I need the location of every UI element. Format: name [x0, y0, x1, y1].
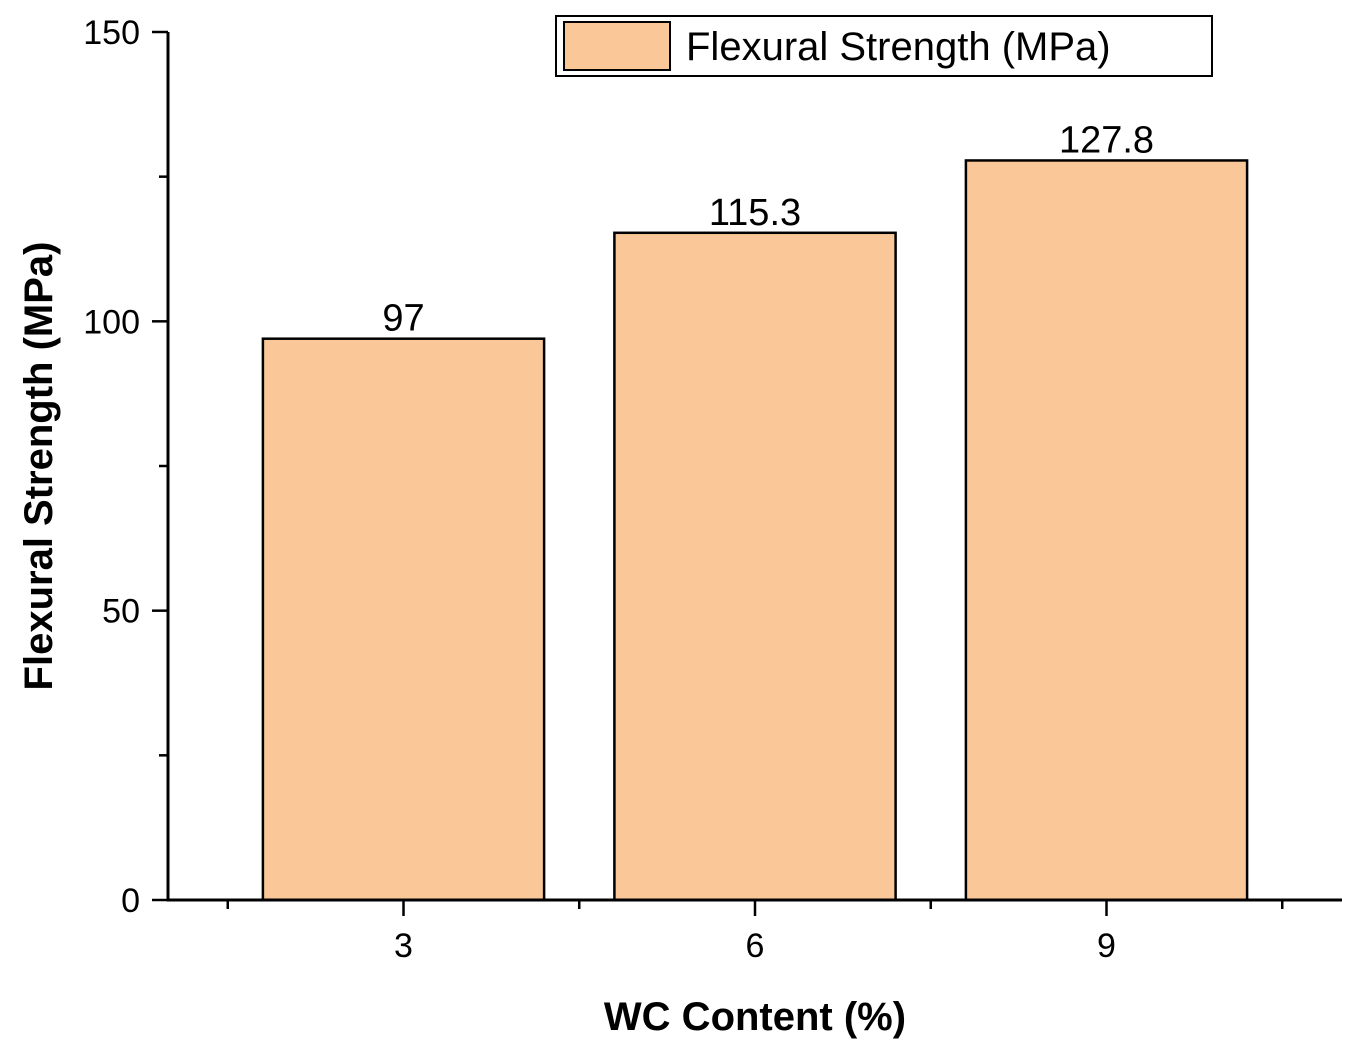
- bar-3: [261, 337, 546, 902]
- x-tick-label-6: 6: [746, 927, 765, 965]
- x-tick-label-3: 3: [394, 927, 413, 965]
- y-axis-title: Flexural Strength (MPa): [17, 242, 61, 691]
- bars-group: [261, 159, 1249, 902]
- axes-group: [152, 30, 1342, 916]
- legend-swatch: [563, 21, 671, 71]
- y-tick-label-150: 150: [83, 14, 140, 52]
- legend-label: Flexural Strength (MPa): [686, 25, 1111, 69]
- x-tick-label-9: 9: [1097, 927, 1116, 965]
- y-tick-label-100: 100: [83, 303, 140, 341]
- data-label-6: 115.3: [709, 192, 801, 234]
- bar-9: [964, 159, 1249, 902]
- x-axis-title: WC Content (%): [604, 995, 906, 1039]
- y-tick-label-50: 50: [102, 593, 140, 631]
- legend: Flexural Strength (MPa): [555, 15, 1213, 77]
- data-label-9: 127.8: [1059, 119, 1154, 161]
- labels-group: 97 115.3 127.8 0 50 100 150 3 6 9: [83, 14, 1154, 965]
- bar-6: [613, 231, 897, 902]
- data-label-3: 97: [382, 298, 424, 340]
- y-tick-label-0: 0: [121, 882, 140, 920]
